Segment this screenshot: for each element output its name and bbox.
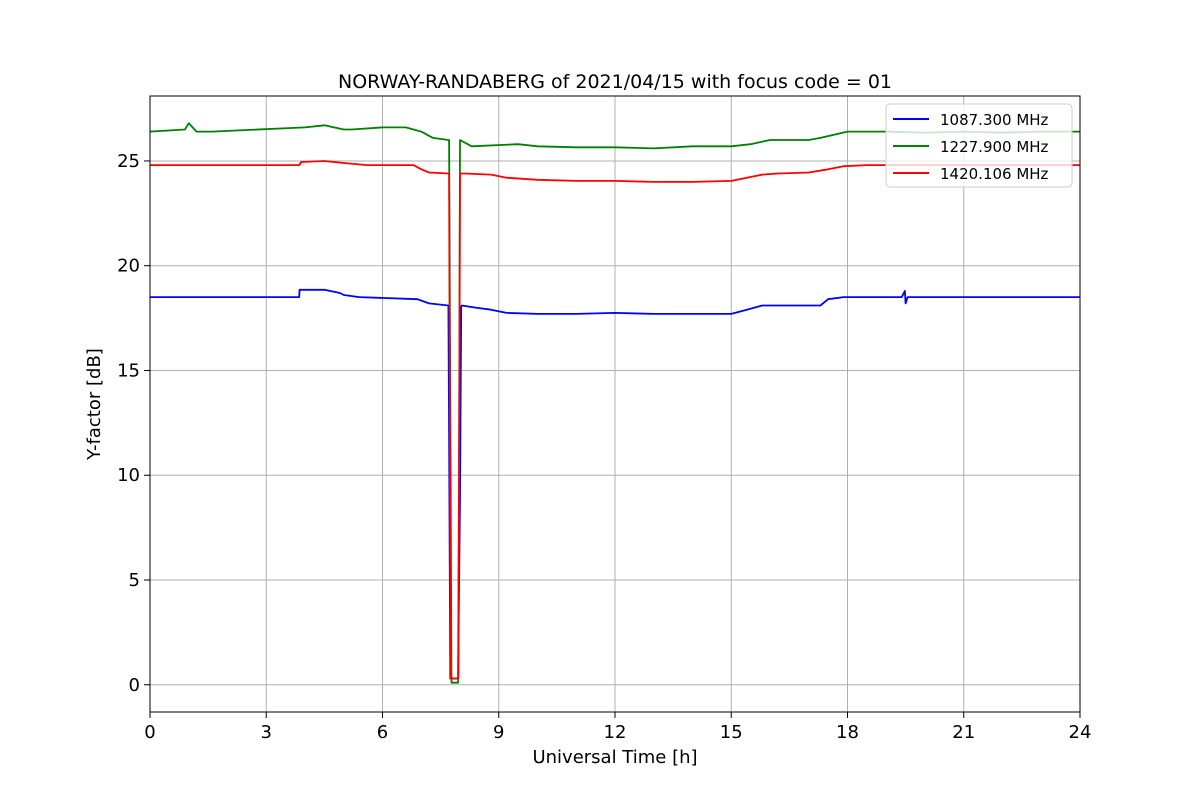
ticks: 0 3 6 9 12 15 18 21 24 0 5 10 15 20 25 <box>117 151 1091 743</box>
y-tick-label: 5 <box>129 570 140 591</box>
legend-label-1227: 1227.900 MHz <box>940 138 1049 156</box>
series-line-1227 <box>149 122 1080 684</box>
series-line-1420 <box>150 160 1080 680</box>
x-tick-label: 21 <box>952 722 975 743</box>
x-tick-label: 0 <box>144 722 155 743</box>
x-tick-label: 15 <box>720 722 743 743</box>
y-tick-label: 10 <box>117 465 140 486</box>
y-tick-label: 0 <box>129 675 140 696</box>
x-tick-label: 6 <box>377 722 388 743</box>
legend-box <box>885 103 1073 188</box>
y-tick-label: 15 <box>117 360 140 381</box>
y-tick-label: 20 <box>117 256 140 277</box>
x-tick-label: 24 <box>1069 722 1092 743</box>
legend-label-1420: 1420.106 MHz <box>940 165 1049 183</box>
chart-title: NORWAY-RANDABERG of 2021/04/15 with focu… <box>338 71 892 93</box>
y-tick-label: 25 <box>117 151 140 172</box>
x-tick-label: 3 <box>261 722 272 743</box>
x-tick-label: 12 <box>604 722 627 743</box>
legend-label-1087: 1087.300 MHz <box>940 111 1049 129</box>
x-tick-label: 18 <box>836 722 859 743</box>
x-tick-label: 9 <box>493 722 504 743</box>
legend: 1087.300 MHz 1227.900 MHz 1420.106 MHz <box>885 103 1073 188</box>
series-lines <box>149 122 1080 684</box>
x-axis-label: Universal Time [h] <box>532 747 697 768</box>
y-axis-label: Y-factor [dB] <box>84 348 105 461</box>
series-line-1087 <box>150 288 1080 680</box>
